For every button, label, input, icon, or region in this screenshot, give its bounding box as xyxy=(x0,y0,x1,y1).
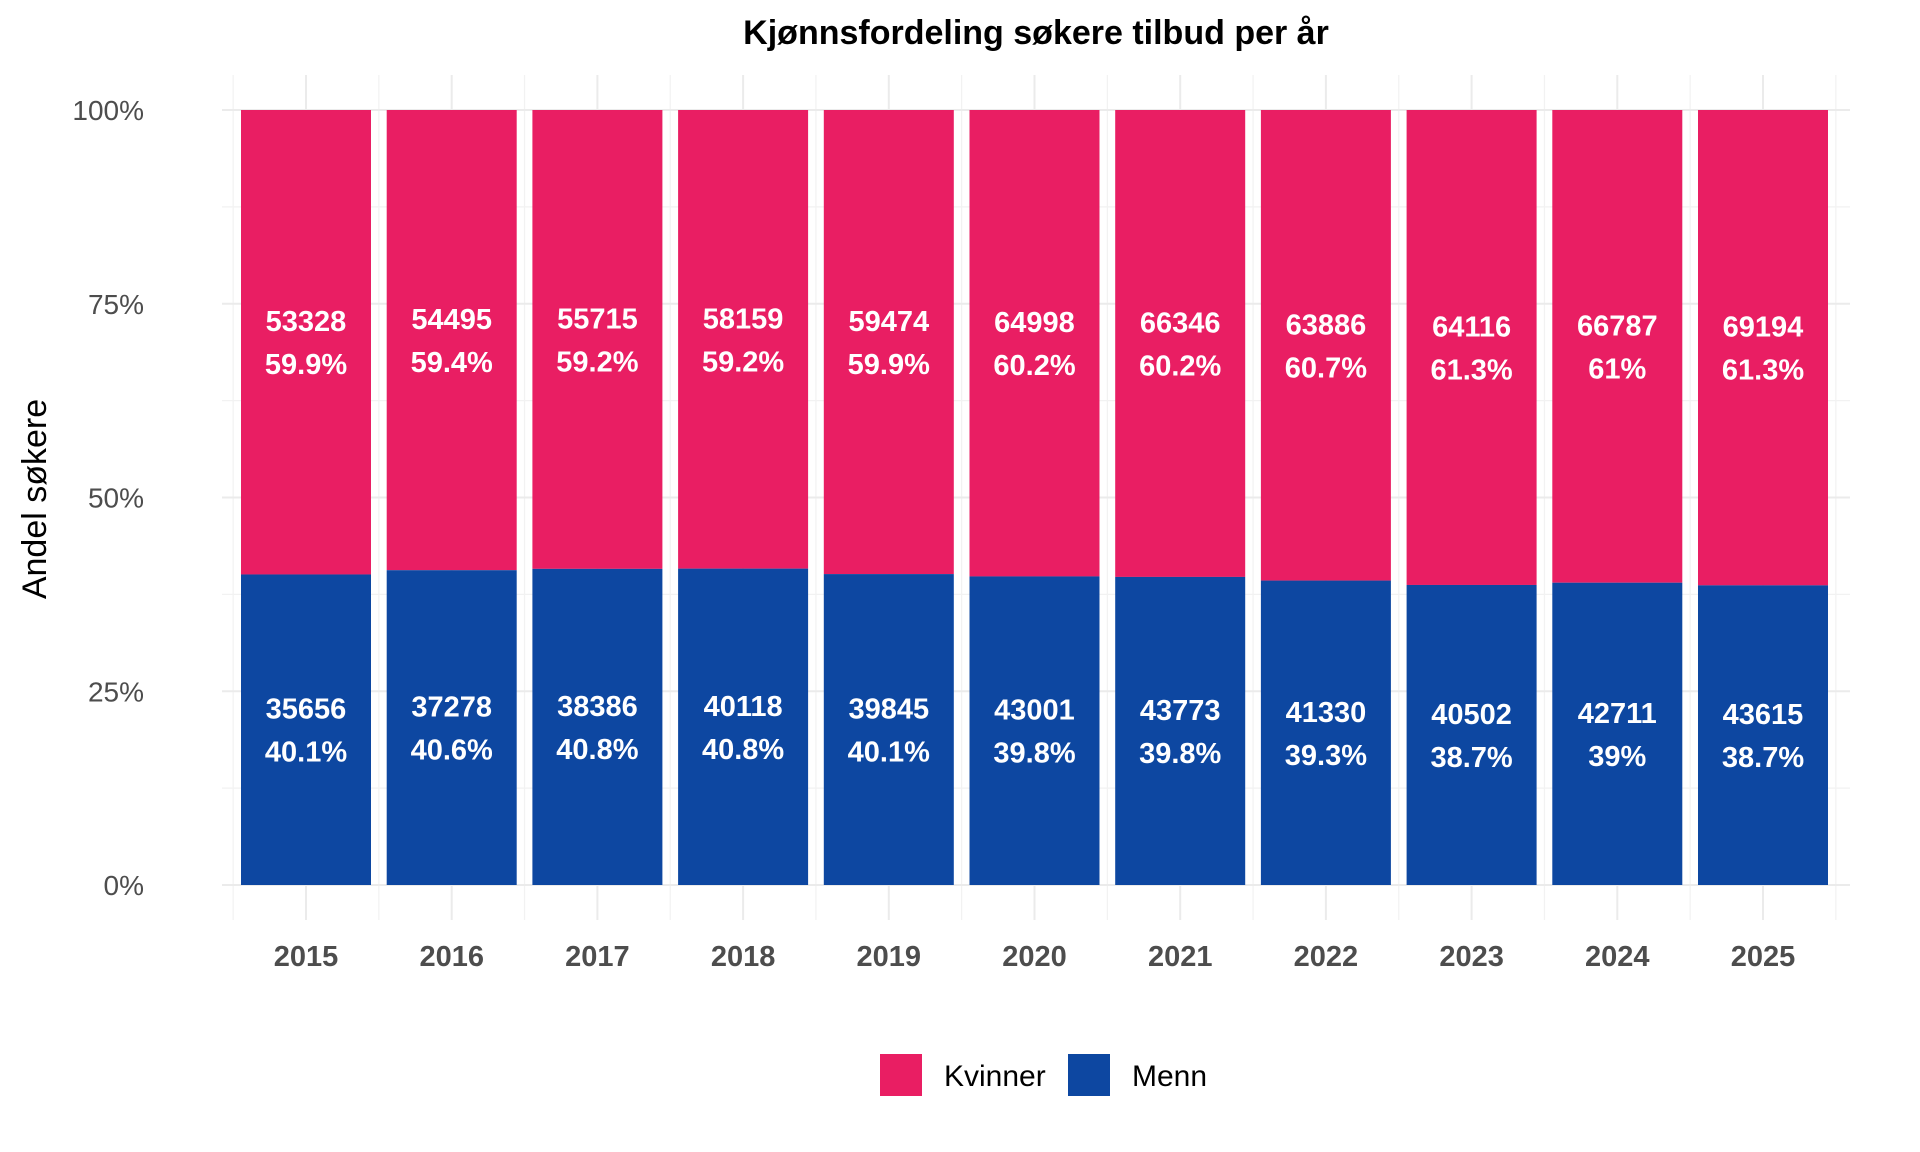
data-label-percent-kvinner-2018: 59.2% xyxy=(702,346,784,378)
data-label-percent-menn-2023: 38.7% xyxy=(1430,742,1512,774)
bar-kvinner-2022 xyxy=(1260,110,1391,581)
data-label-count-menn-2024: 42711 xyxy=(1578,698,1657,730)
bar-kvinner-2021 xyxy=(1115,110,1246,577)
data-label-percent-menn-2019: 40.1% xyxy=(848,737,930,769)
data-label-count-kvinner-2019: 59474 xyxy=(848,306,929,338)
bar-kvinner-2020 xyxy=(969,110,1100,577)
bar-menn-2023 xyxy=(1406,584,1537,885)
data-label-percent-menn-2015: 40.1% xyxy=(265,737,347,769)
x-tick-label: 2018 xyxy=(711,941,776,973)
data-label-count-kvinner-2025: 69194 xyxy=(1723,312,1804,344)
x-tick-label: 2020 xyxy=(1002,941,1067,973)
data-label-percent-kvinner-2019: 59.9% xyxy=(848,349,930,381)
bar-kvinner-2018 xyxy=(678,110,809,569)
data-label-percent-kvinner-2023: 61.3% xyxy=(1430,354,1512,386)
y-axis-ticks: 0% 25% 50% 75% 100% xyxy=(72,95,144,901)
y-tick-label: 75% xyxy=(88,289,144,320)
data-label-percent-menn-2018: 40.8% xyxy=(702,734,784,766)
x-axis-ticks: 2015 2016 2017 2018 2019 2020 2021 2022 2023 2024… xyxy=(274,941,1796,973)
data-label-percent-kvinner-2020: 60.2% xyxy=(993,350,1075,382)
data-label-percent-menn-2025: 38.7% xyxy=(1722,742,1804,774)
data-label-count-menn-2019: 39845 xyxy=(848,694,929,726)
data-label-count-kvinner-2023: 64116 xyxy=(1432,311,1511,343)
data-label-count-menn-2016: 37278 xyxy=(411,692,492,724)
data-label-percent-menn-2016: 40.6% xyxy=(411,735,493,767)
bars xyxy=(241,110,1828,885)
bar-kvinner-2016 xyxy=(386,110,517,571)
bar-menn-2015 xyxy=(241,574,371,885)
data-label-percent-menn-2017: 40.8% xyxy=(556,734,638,766)
y-tick-label: 0% xyxy=(104,870,144,901)
data-label-count-menn-2021: 43773 xyxy=(1140,695,1221,727)
legend-label-menn: Menn xyxy=(1132,1060,1207,1093)
data-label-percent-menn-2022: 39.3% xyxy=(1285,740,1367,772)
data-label-count-kvinner-2021: 66346 xyxy=(1140,307,1221,339)
bar-menn-2016 xyxy=(386,570,517,885)
bar-menn-2017 xyxy=(532,568,663,885)
data-label-percent-menn-2024: 39% xyxy=(1588,741,1646,773)
bar-kvinner-2015 xyxy=(241,110,371,575)
data-label-percent-kvinner-2024: 61% xyxy=(1588,353,1646,385)
bar-menn-2020 xyxy=(969,576,1100,885)
chart-title: Kjønnsfordeling søkere tilbud per år xyxy=(743,14,1329,52)
bar-kvinner-2017 xyxy=(532,110,663,569)
legend-label-kvinner: Kvinner xyxy=(944,1060,1046,1093)
data-label-percent-kvinner-2025: 61.3% xyxy=(1722,355,1804,387)
bar-menn-2021 xyxy=(1115,576,1246,885)
data-label-percent-kvinner-2015: 59.9% xyxy=(265,349,347,381)
bar-kvinner-2024 xyxy=(1552,110,1683,583)
data-label-percent-menn-2021: 39.8% xyxy=(1139,738,1221,770)
data-label-count-menn-2025: 43615 xyxy=(1723,699,1804,731)
bar-kvinner-2019 xyxy=(823,110,954,575)
x-tick-label: 2021 xyxy=(1148,941,1213,973)
data-label-percent-kvinner-2021: 60.2% xyxy=(1139,350,1221,382)
data-label-percent-kvinner-2022: 60.7% xyxy=(1285,352,1367,384)
bar-kvinner-2023 xyxy=(1406,110,1537,585)
data-label-count-menn-2017: 38386 xyxy=(557,691,638,723)
data-labels: 53328 59.9% 35656 40.1% 54495 59.4% 37278 40.6%… xyxy=(265,303,1804,774)
y-tick-label: 50% xyxy=(88,483,144,514)
x-tick-label: 2017 xyxy=(565,941,630,973)
legend-key-menn xyxy=(1068,1054,1110,1096)
data-label-count-kvinner-2018: 58159 xyxy=(703,303,784,335)
y-axis-label: Andel søkere xyxy=(16,399,54,599)
legend: Kvinner Menn xyxy=(880,1054,1207,1096)
data-label-percent-kvinner-2017: 59.2% xyxy=(556,346,638,378)
x-tick-label: 2023 xyxy=(1439,941,1504,973)
x-tick-label: 2016 xyxy=(419,941,484,973)
y-tick-label: 25% xyxy=(88,676,144,707)
bar-menn-2018 xyxy=(678,568,809,885)
data-label-count-menn-2018: 40118 xyxy=(704,691,783,723)
data-label-count-kvinner-2022: 63886 xyxy=(1286,309,1367,341)
data-label-count-kvinner-2020: 64998 xyxy=(994,307,1075,339)
data-label-count-kvinner-2016: 54495 xyxy=(411,304,492,336)
x-tick-label: 2024 xyxy=(1585,941,1650,973)
data-label-count-kvinner-2024: 66787 xyxy=(1577,310,1658,342)
data-label-count-menn-2020: 43001 xyxy=(994,695,1075,727)
bar-menn-2025 xyxy=(1698,585,1828,885)
x-tick-label: 2019 xyxy=(857,941,922,973)
data-label-count-menn-2022: 41330 xyxy=(1286,697,1367,729)
data-label-count-menn-2023: 40502 xyxy=(1431,699,1512,731)
bar-menn-2019 xyxy=(823,574,954,885)
x-tick-label: 2022 xyxy=(1294,941,1359,973)
legend-key-kvinner xyxy=(880,1054,922,1096)
bar-menn-2022 xyxy=(1260,580,1391,885)
x-tick-label: 2025 xyxy=(1731,941,1796,973)
data-label-percent-kvinner-2016: 59.4% xyxy=(411,347,493,379)
bar-kvinner-2025 xyxy=(1698,110,1828,586)
bar-menn-2024 xyxy=(1552,582,1683,885)
y-tick-label: 100% xyxy=(72,95,144,126)
data-label-count-menn-2015: 35656 xyxy=(266,694,347,726)
data-label-count-kvinner-2015: 53328 xyxy=(266,306,347,338)
data-label-count-kvinner-2017: 55715 xyxy=(557,303,638,335)
data-label-percent-menn-2020: 39.8% xyxy=(993,738,1075,770)
x-tick-label: 2015 xyxy=(274,941,339,973)
